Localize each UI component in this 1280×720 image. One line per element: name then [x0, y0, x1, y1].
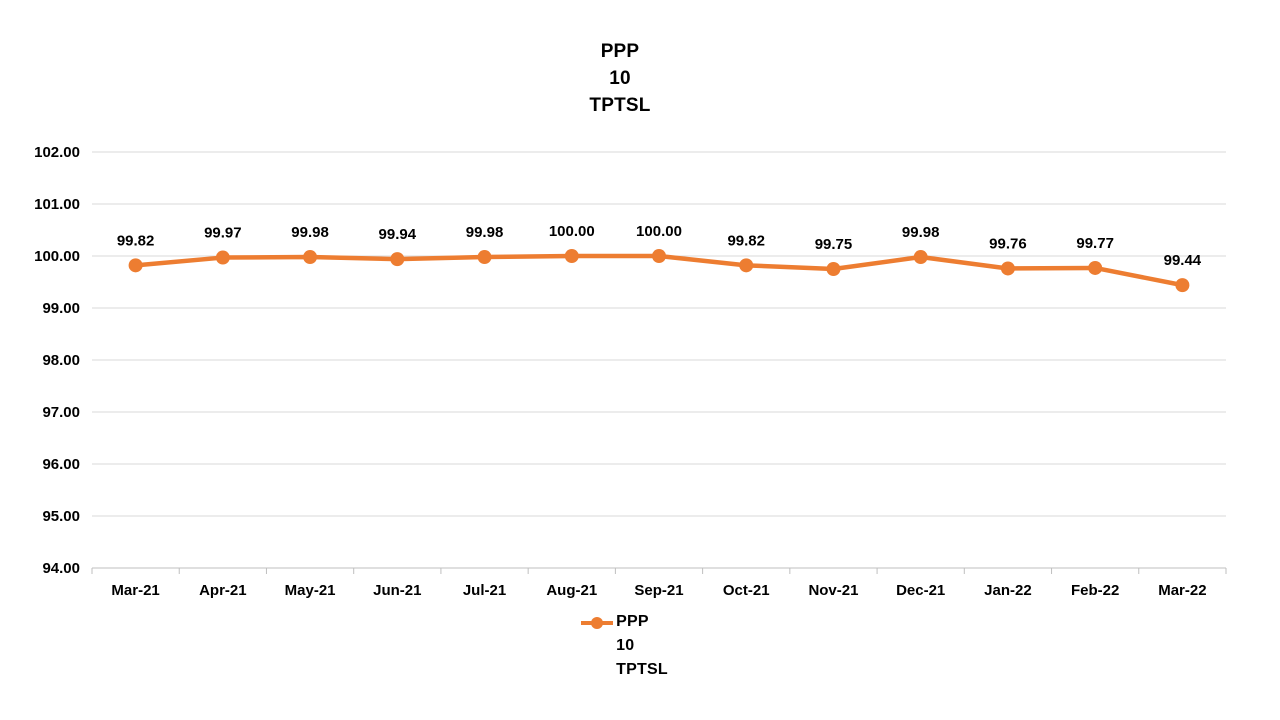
data-label: 100.00 — [549, 223, 595, 240]
data-point-marker — [913, 250, 928, 265]
data-point-marker — [826, 262, 841, 276]
x-axis-category-label: Mar-22 — [1158, 582, 1206, 599]
data-point-marker — [739, 258, 754, 273]
data-point-marker — [652, 249, 666, 263]
data-label: 99.98 — [902, 224, 940, 241]
y-axis-tick-label: 98.00 — [42, 352, 80, 369]
x-axis-category-label: Aug-21 — [546, 582, 597, 599]
legend-series-label-line-2: 10 — [616, 637, 635, 654]
y-axis-tick-label: 97.00 — [42, 404, 80, 421]
x-axis-category-label: Jul-21 — [463, 582, 506, 599]
data-label: 99.94 — [379, 226, 417, 243]
y-axis-tick-label: 94.00 — [42, 560, 80, 577]
data-label: 99.82 — [117, 232, 155, 249]
data-point-marker — [1088, 260, 1103, 275]
data-label: 99.77 — [1076, 235, 1114, 252]
x-axis-category-label: May-21 — [285, 582, 336, 599]
data-label: 99.98 — [291, 224, 329, 241]
x-axis-category-label: Dec-21 — [896, 582, 945, 599]
legend-series-label: PPP 10 TPTSL — [616, 610, 668, 682]
y-axis-tick-label: 102.00 — [34, 144, 80, 161]
data-label: 99.76 — [989, 235, 1027, 252]
y-axis-tick-label: 96.00 — [42, 456, 80, 473]
data-label: 99.82 — [727, 232, 765, 249]
data-point-marker — [390, 252, 405, 267]
y-axis-tick-label: 100.00 — [34, 248, 80, 265]
legend-series-label-line-3: TPTSL — [616, 661, 668, 678]
y-axis-tick-label: 99.00 — [42, 300, 80, 317]
data-label: 99.75 — [815, 236, 853, 253]
data-point-marker — [128, 258, 143, 273]
data-point-marker — [303, 250, 318, 265]
y-axis-tick-label: 101.00 — [34, 196, 80, 213]
data-label: 99.98 — [466, 224, 504, 241]
data-point-marker — [564, 249, 579, 263]
x-axis-category-label: Oct-21 — [723, 582, 770, 599]
chart-title-line-2: 10 — [609, 68, 631, 89]
x-axis-category-label: Feb-22 — [1071, 582, 1119, 599]
x-axis-category-label: Jan-22 — [984, 582, 1032, 599]
legend-series-label-line-1: PPP — [616, 613, 649, 630]
data-point-marker — [215, 250, 230, 265]
legend: PPP 10 TPTSL — [0, 610, 1248, 682]
data-label: 99.44 — [1164, 252, 1202, 269]
legend-line-marker-icon — [581, 617, 614, 629]
x-axis-category-label: Mar-21 — [111, 582, 159, 599]
data-point-marker — [1175, 278, 1190, 293]
x-axis-category-label: Nov-21 — [808, 582, 858, 599]
y-axis-tick-label: 95.00 — [42, 508, 80, 525]
chart-title: PPP 10 TPTSL — [0, 38, 1240, 119]
chart-title-line-1: PPP — [600, 41, 640, 62]
x-axis-category-label: Sep-21 — [634, 582, 683, 599]
chart-title-line-3: TPTSL — [589, 95, 651, 116]
x-axis-category-label: Jun-21 — [373, 582, 421, 599]
data-point-marker — [477, 250, 492, 265]
data-label: 99.97 — [204, 225, 242, 242]
x-axis-category-label: Apr-21 — [199, 582, 247, 599]
data-label: 100.00 — [636, 223, 682, 240]
data-point-marker — [1000, 261, 1015, 276]
